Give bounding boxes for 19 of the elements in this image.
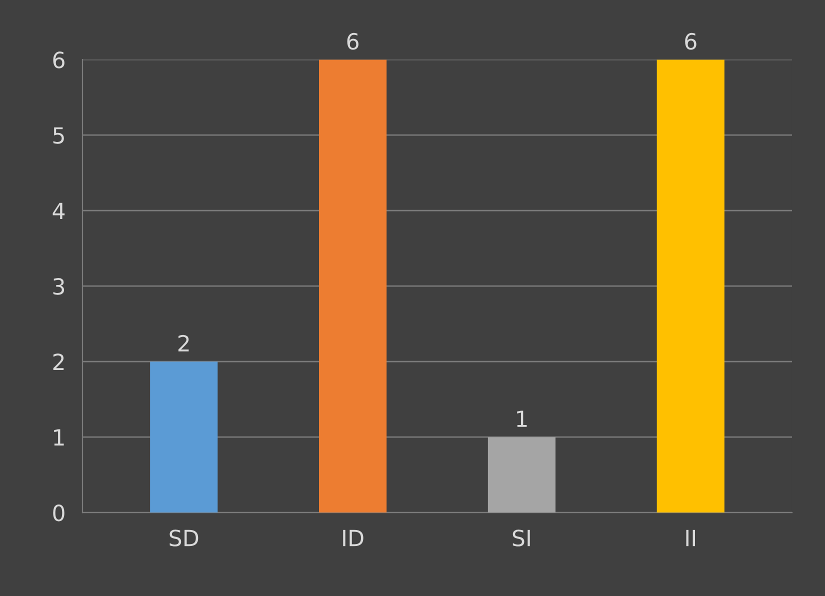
bar	[488, 437, 556, 513]
x-tick-label: ID	[343, 530, 364, 546]
y-tick-label: 3	[53, 278, 64, 295]
data-label: 6	[685, 32, 696, 50]
data-label: 2	[178, 334, 189, 352]
x-tick-label: II	[686, 530, 696, 546]
y-tick-label: 1	[54, 429, 64, 446]
y-tick-label: 4	[52, 202, 65, 220]
y-tick-label: 2	[53, 354, 64, 370]
bar	[319, 60, 387, 513]
bar	[150, 362, 218, 513]
y-tick-label: 5	[53, 127, 64, 144]
x-tick-label: SD	[170, 530, 198, 546]
data-label: 1	[517, 410, 527, 427]
data-label: 6	[347, 32, 358, 50]
y-tick-label: 6	[53, 52, 64, 68]
x-tick-label: SI	[512, 530, 530, 546]
bar	[656, 60, 724, 513]
y-tick-label: 0	[53, 504, 64, 522]
